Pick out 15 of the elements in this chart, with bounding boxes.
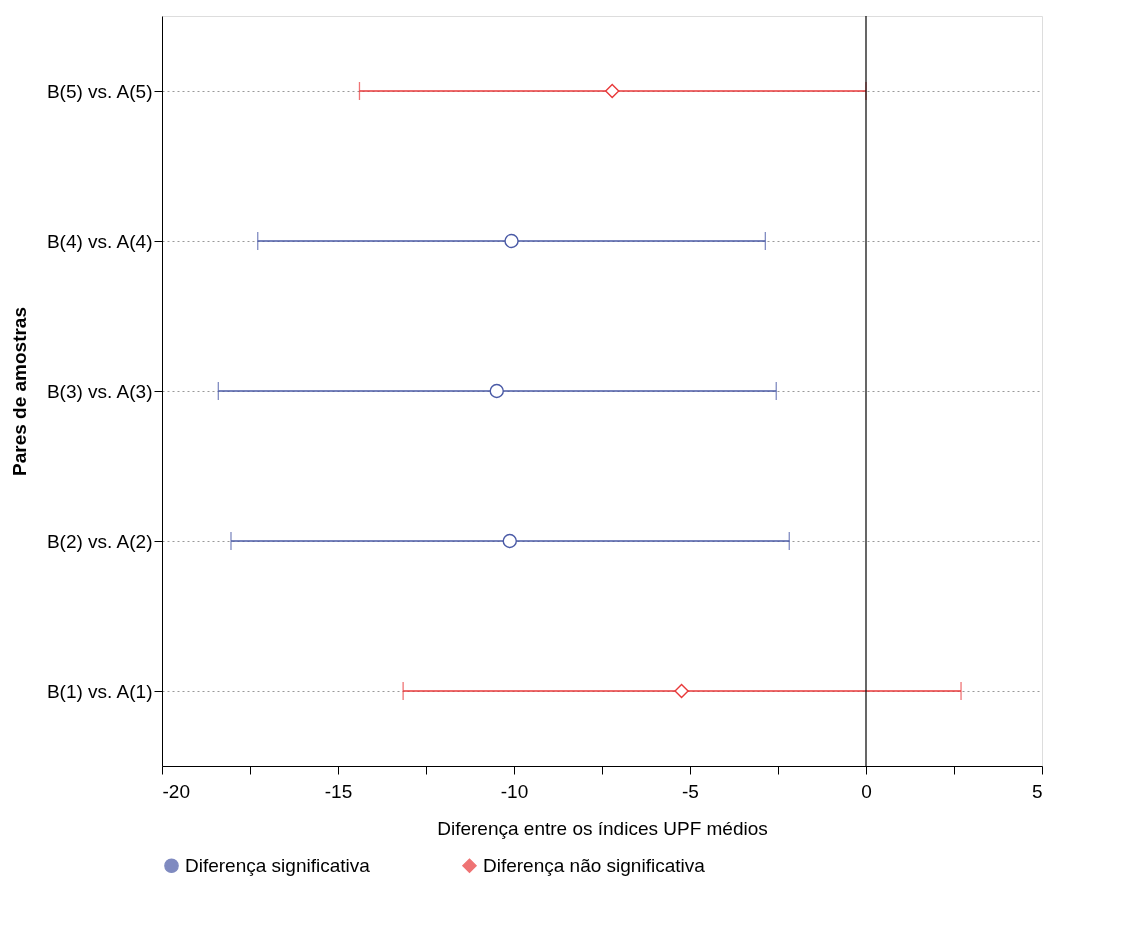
x-tick-label: -10 xyxy=(500,780,529,802)
x-tick-label: 0 xyxy=(861,780,872,802)
x-axis-title: Diferença entre os índices UPF médios xyxy=(437,817,768,839)
x-tick-label: 5 xyxy=(1031,780,1043,802)
legend-label: Diferença significativa xyxy=(185,854,371,876)
y-tick-label: B(1) vs. A(1) xyxy=(46,680,153,702)
x-tick-label: -15 xyxy=(324,780,353,802)
legend-label: Diferença não significativa xyxy=(483,854,706,876)
x-tick-label: -20 xyxy=(162,780,190,802)
y-tick-label: B(5) vs. A(5) xyxy=(46,80,153,102)
y-axis-title: Pares de amostras xyxy=(8,307,30,476)
y-tick-label: B(4) vs. A(4) xyxy=(46,230,153,252)
x-tick-label: -5 xyxy=(682,780,699,802)
y-tick-label: B(2) vs. A(2) xyxy=(46,530,153,552)
y-tick-label: B(3) vs. A(3) xyxy=(46,380,153,402)
